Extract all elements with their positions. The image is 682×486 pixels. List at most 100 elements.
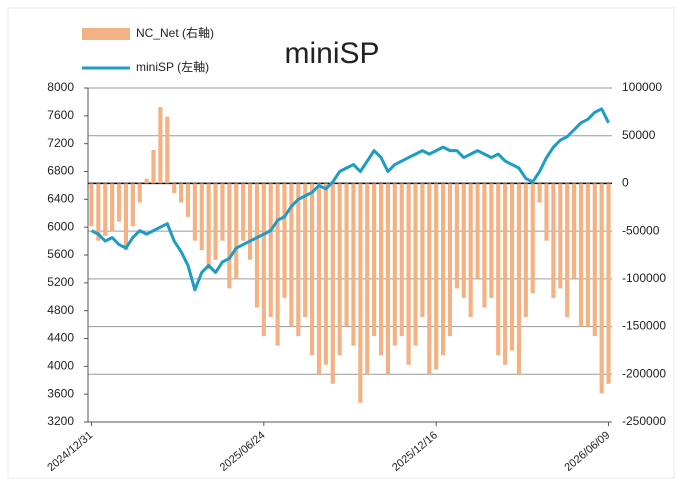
bar — [537, 183, 542, 203]
bar — [461, 183, 466, 298]
bar — [185, 183, 191, 217]
bar — [544, 183, 549, 241]
y-tick-label: 5200 — [47, 275, 74, 289]
bar — [372, 183, 377, 337]
legend-swatch — [82, 28, 130, 40]
bar — [172, 183, 177, 193]
y2-tick-label: -250000 — [622, 414, 666, 428]
y-tick-label: 7200 — [47, 136, 74, 150]
bar — [385, 183, 390, 375]
bar — [158, 107, 163, 184]
y-tick-label: 6400 — [47, 192, 74, 206]
y-tick-label: 3600 — [47, 386, 74, 400]
bar — [509, 183, 515, 351]
y2-tick-label: 50000 — [622, 128, 656, 142]
bar — [482, 183, 487, 308]
bar — [585, 183, 590, 327]
bar — [220, 183, 225, 241]
bar — [110, 183, 115, 232]
bar — [303, 183, 308, 318]
y2-tick-label: 100000 — [622, 80, 662, 94]
y2-tick-label: -150000 — [622, 319, 666, 333]
y2-tick-label: -50000 — [622, 223, 660, 237]
bar — [558, 183, 563, 289]
bar — [434, 183, 439, 370]
bar — [358, 183, 363, 403]
bar — [296, 183, 301, 337]
bar — [503, 183, 508, 365]
y-tick-label: 8000 — [47, 80, 74, 94]
bar — [365, 183, 370, 375]
bar — [330, 183, 335, 384]
bar — [468, 183, 473, 318]
y2-tick-label: -200000 — [622, 366, 666, 380]
bar — [413, 183, 418, 346]
bar — [441, 183, 446, 356]
bar — [116, 183, 122, 222]
bar — [289, 183, 294, 327]
bar — [599, 183, 604, 394]
legend-label: miniSP (左軸) — [136, 59, 209, 74]
bar — [241, 183, 246, 241]
bar — [310, 183, 315, 356]
bar — [572, 183, 577, 279]
bar — [489, 183, 494, 298]
y-tick-label: 5600 — [47, 247, 74, 261]
bar — [399, 183, 404, 337]
y2-tick-label: 0 — [622, 176, 629, 190]
chart-title: miniSP — [284, 37, 379, 70]
bar — [282, 183, 287, 298]
bar — [227, 183, 232, 289]
bar — [392, 183, 397, 346]
bar — [523, 183, 528, 318]
bar — [337, 183, 342, 356]
bar — [123, 183, 128, 251]
y-tick-label: 4400 — [47, 331, 74, 345]
bar — [530, 183, 535, 294]
bar — [551, 183, 556, 298]
bar — [351, 183, 356, 346]
bar — [213, 183, 218, 260]
bar — [565, 183, 570, 318]
bar — [475, 183, 480, 279]
bar — [130, 183, 135, 227]
bar — [137, 183, 142, 203]
y-tick-label: 3200 — [47, 414, 74, 428]
bar — [165, 116, 170, 184]
line — [90, 107, 610, 292]
bar — [206, 183, 211, 270]
y-tick-label: 6000 — [47, 219, 74, 233]
bar — [516, 183, 521, 375]
bar — [592, 183, 597, 337]
bar — [261, 183, 266, 337]
bar — [247, 183, 253, 260]
bar — [578, 183, 584, 327]
bar — [420, 183, 425, 318]
bar — [144, 178, 149, 184]
bar — [103, 183, 108, 236]
bar — [268, 183, 273, 318]
bar — [275, 183, 280, 346]
bar — [496, 183, 501, 356]
bar — [179, 183, 184, 203]
y2-tick-label: -100000 — [622, 271, 666, 285]
y-tick-label: 7600 — [47, 108, 74, 122]
bar — [151, 150, 156, 184]
bar — [96, 183, 101, 241]
bar — [344, 183, 349, 327]
bar — [192, 183, 197, 241]
bar — [406, 183, 411, 365]
bar — [427, 183, 432, 375]
bar — [234, 183, 239, 279]
bar — [606, 183, 611, 384]
bar — [199, 183, 204, 251]
bar — [447, 183, 453, 337]
bar — [378, 183, 384, 356]
bar — [254, 183, 259, 308]
y-tick-label: 4000 — [47, 359, 74, 373]
y-tick-label: 4800 — [47, 303, 74, 317]
y-tick-label: 6800 — [47, 164, 74, 178]
bar — [454, 183, 459, 289]
bar — [323, 183, 328, 365]
